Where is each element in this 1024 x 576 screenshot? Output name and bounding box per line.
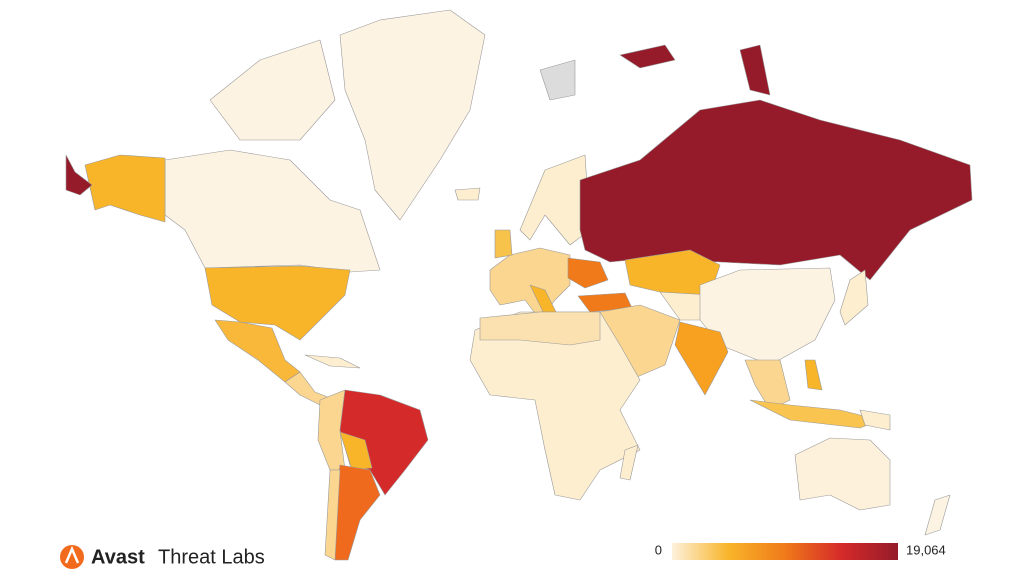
argentina (334, 464, 381, 561)
western-europe (489, 247, 571, 321)
uk (494, 229, 513, 259)
philippines (804, 359, 823, 391)
north-africa (479, 311, 601, 346)
brand-product: Threat Labs (158, 546, 265, 568)
alaska (84, 154, 166, 223)
chukotka-west (65, 154, 93, 196)
bolivia-paraguay (339, 431, 373, 471)
canada-arctic (209, 39, 336, 141)
africa (469, 311, 641, 501)
legend-max-label: 19,064 (906, 542, 946, 557)
canada (164, 149, 381, 273)
world-map (65, 9, 973, 561)
novaya-zemlya (739, 44, 771, 96)
scandinavia (519, 154, 591, 246)
chile (324, 469, 341, 561)
legend: 0 19,064 (655, 542, 946, 560)
papua (859, 409, 891, 431)
india (674, 321, 729, 396)
japan (839, 269, 869, 326)
iceland (454, 187, 481, 201)
svalbard (539, 59, 576, 101)
caribbean (304, 354, 361, 369)
color-scale (672, 543, 898, 560)
indonesia (749, 399, 881, 429)
brand-logo-mark (64, 545, 80, 564)
legend-min-label: 0 (655, 542, 662, 557)
usa (204, 265, 351, 341)
brand-name: Avast (91, 546, 145, 568)
russia-north-islands (619, 44, 676, 69)
madagascar (619, 444, 639, 481)
greenland (339, 9, 486, 221)
brand: Avast Threat Labs (60, 545, 265, 569)
australia (794, 437, 891, 511)
russia (579, 99, 973, 281)
new-zealand (924, 494, 951, 536)
china (699, 267, 836, 366)
ukraine (567, 257, 609, 289)
